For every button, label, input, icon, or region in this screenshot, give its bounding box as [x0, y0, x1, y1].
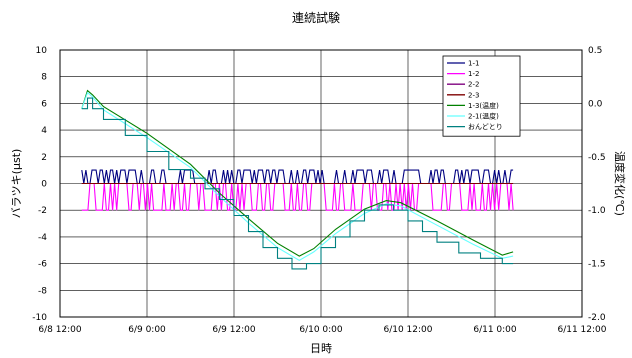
series-line-1-1 — [81, 169, 514, 185]
y-tick-label: 6 — [41, 99, 47, 109]
y-tick-label: 0 — [41, 180, 47, 190]
legend-label: 2-3 — [468, 91, 479, 99]
y-tick-label: -10 — [32, 313, 47, 323]
y-axis-right: 0.5 0.0 -0.5 -1.0 -1.5 -2.0 — [588, 46, 606, 323]
y-tick-label: -2 — [38, 206, 47, 216]
x-axis-label: 日時 — [310, 342, 332, 355]
legend-label: 1-3(温度) — [468, 101, 499, 110]
y2-tick-label: 0.5 — [588, 46, 602, 56]
series-line-1-3(温度) — [81, 89, 514, 257]
x-tick-label: 6/9 12:00 — [212, 325, 256, 335]
y-tick-label: -8 — [38, 286, 47, 296]
y-axis-label: バラツキ(μst) — [10, 149, 23, 219]
y2-tick-label: -1.0 — [588, 206, 606, 216]
y2-tick-label: -2.0 — [588, 313, 606, 323]
y-tick-label: -4 — [38, 233, 47, 243]
series-line-おんどとり — [81, 97, 514, 270]
y2-tick-label: 0.0 — [588, 99, 603, 109]
x-tick-label: 6/8 12:00 — [38, 325, 82, 335]
x-tick-label: 6/11 0:00 — [473, 325, 517, 335]
chart-title: 連続試験 — [292, 10, 340, 25]
legend-label: おんどとり — [468, 123, 503, 131]
y-tick-label: 10 — [36, 46, 48, 56]
x-tick-label: 6/11 12:00 — [557, 325, 606, 335]
plot-area-border — [59, 49, 583, 318]
legend-box — [442, 55, 521, 137]
legend-label: 1-1 — [468, 60, 479, 68]
y2-axis-label: 温度変化(℃) — [613, 151, 627, 216]
x-tick-label: 6/10 0:00 — [299, 325, 343, 335]
legend-label: 2-2 — [468, 81, 479, 89]
legend: 1-1 1-2 2-2 2-3 1-3(温度) 2-1(温度) おんどとり — [442, 55, 521, 137]
y-axis-left: -10 -8 -6 -4 -2 0 2 4 6 8 10 — [32, 46, 47, 323]
y-tick-label: -6 — [38, 260, 47, 270]
y-tick-label: 4 — [41, 126, 47, 136]
x-tick-label: 6/10 12:00 — [383, 325, 432, 335]
y-tick-label: 8 — [41, 73, 47, 83]
y2-tick-label: -0.5 — [588, 153, 606, 163]
legend-label: 1-2 — [468, 70, 479, 78]
x-tick-label: 6/9 0:00 — [128, 325, 166, 335]
y2-tick-label: -1.5 — [588, 260, 606, 270]
y-tick-label: 2 — [41, 153, 47, 163]
x-axis: 6/8 12:00 6/9 0:00 6/9 12:00 6/10 0:00 6/10 … — [38, 325, 606, 335]
series-group — [81, 89, 514, 270]
legend-label: 2-1(温度) — [468, 112, 499, 121]
